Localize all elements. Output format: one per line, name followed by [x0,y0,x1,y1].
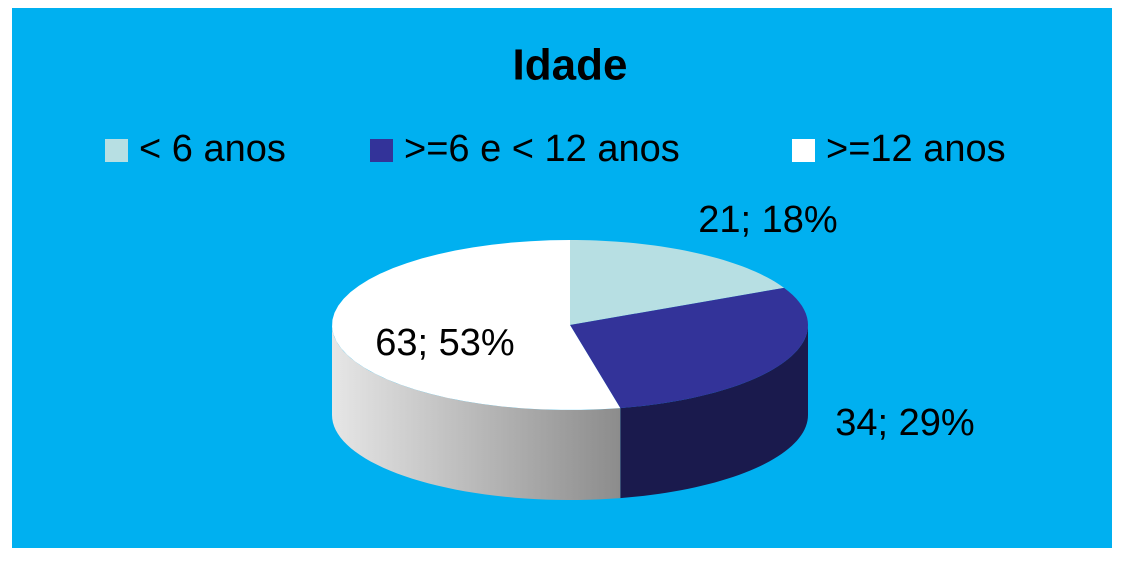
data-label: 34; 29% [835,402,974,444]
data-label: 21; 18% [698,199,837,241]
pie-side [332,325,621,500]
pie-side [620,325,808,499]
pie-slice [332,240,621,410]
pie-slice [570,287,808,409]
chart-title: Idade [513,41,628,90]
legend-label: < 6 anos [139,128,286,170]
legend-swatch [792,139,815,162]
data-label: 63; 53% [375,322,514,364]
pie-slice [570,240,785,325]
legend-label: >=6 e < 12 anos [404,128,680,170]
legend-label: >=12 anos [826,128,1006,170]
legend-swatch [370,139,393,162]
legend-swatch [105,139,128,162]
